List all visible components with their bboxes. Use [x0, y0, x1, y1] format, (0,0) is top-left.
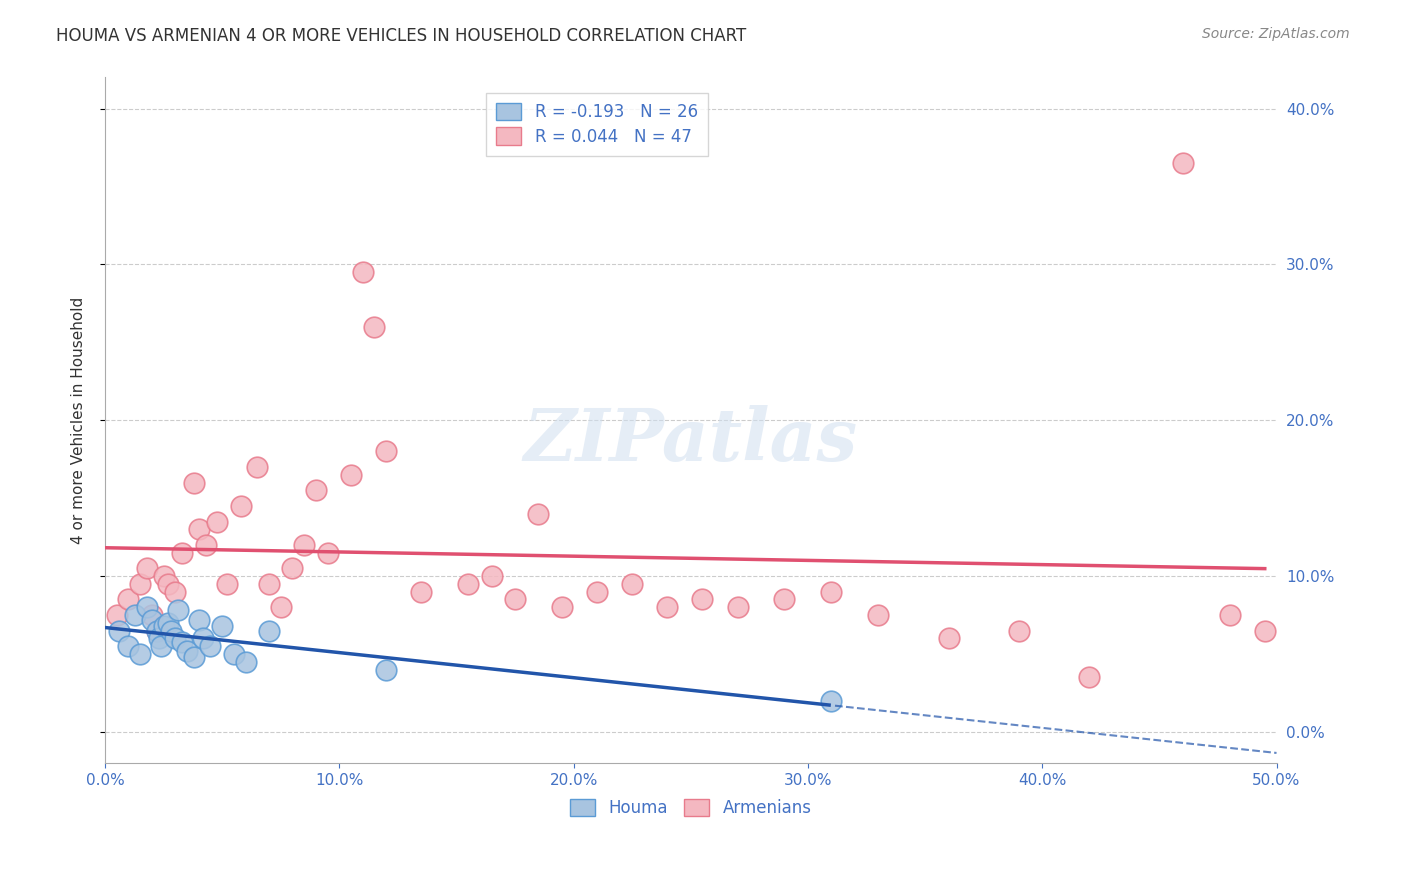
- Point: [692, 592, 714, 607]
- Point: [117, 592, 139, 607]
- Point: [141, 613, 163, 627]
- Point: [551, 600, 574, 615]
- Point: [257, 577, 280, 591]
- Point: [773, 592, 796, 607]
- Point: [200, 639, 222, 653]
- Point: [145, 624, 167, 638]
- Point: [187, 613, 209, 627]
- Point: [165, 584, 187, 599]
- Point: [152, 569, 174, 583]
- Point: [621, 577, 644, 591]
- Text: ZIPatlas: ZIPatlas: [523, 405, 858, 476]
- Point: [159, 624, 181, 638]
- Point: [281, 561, 304, 575]
- Point: [211, 619, 233, 633]
- Point: [1254, 624, 1277, 638]
- Point: [136, 561, 159, 575]
- Legend: Houma, Armenians: Houma, Armenians: [564, 792, 818, 823]
- Point: [411, 584, 433, 599]
- Y-axis label: 4 or more Vehicles in Household: 4 or more Vehicles in Household: [72, 297, 86, 544]
- Point: [820, 694, 842, 708]
- Point: [166, 603, 188, 617]
- Point: [152, 619, 174, 633]
- Point: [172, 634, 194, 648]
- Point: [136, 600, 159, 615]
- Point: [157, 615, 180, 630]
- Point: [207, 515, 229, 529]
- Text: HOUMA VS ARMENIAN 4 OR MORE VEHICLES IN HOUSEHOLD CORRELATION CHART: HOUMA VS ARMENIAN 4 OR MORE VEHICLES IN …: [56, 27, 747, 45]
- Point: [527, 507, 550, 521]
- Point: [1171, 156, 1194, 170]
- Point: [305, 483, 328, 498]
- Point: [503, 592, 526, 607]
- Point: [194, 538, 217, 552]
- Point: [868, 608, 890, 623]
- Point: [172, 546, 194, 560]
- Point: [183, 650, 205, 665]
- Point: [375, 444, 398, 458]
- Point: [229, 499, 252, 513]
- Text: Source: ZipAtlas.com: Source: ZipAtlas.com: [1202, 27, 1350, 41]
- Point: [457, 577, 479, 591]
- Point: [141, 608, 163, 623]
- Point: [176, 644, 198, 658]
- Point: [187, 522, 209, 536]
- Point: [820, 584, 842, 599]
- Point: [316, 546, 339, 560]
- Point: [481, 569, 503, 583]
- Point: [215, 577, 238, 591]
- Point: [1008, 624, 1031, 638]
- Point: [938, 632, 960, 646]
- Point: [727, 600, 749, 615]
- Point: [235, 655, 257, 669]
- Point: [1219, 608, 1241, 623]
- Point: [352, 265, 374, 279]
- Point: [246, 460, 269, 475]
- Point: [270, 600, 292, 615]
- Point: [145, 624, 167, 638]
- Point: [657, 600, 679, 615]
- Point: [148, 632, 170, 646]
- Point: [340, 467, 363, 482]
- Point: [292, 538, 315, 552]
- Point: [375, 663, 398, 677]
- Point: [150, 639, 173, 653]
- Point: [183, 475, 205, 490]
- Point: [105, 608, 128, 623]
- Point: [222, 647, 245, 661]
- Point: [1078, 670, 1101, 684]
- Point: [129, 577, 152, 591]
- Point: [117, 639, 139, 653]
- Point: [165, 632, 187, 646]
- Point: [124, 608, 146, 623]
- Point: [157, 577, 180, 591]
- Point: [193, 632, 215, 646]
- Point: [108, 624, 131, 638]
- Point: [363, 319, 385, 334]
- Point: [586, 584, 609, 599]
- Point: [129, 647, 152, 661]
- Point: [257, 624, 280, 638]
